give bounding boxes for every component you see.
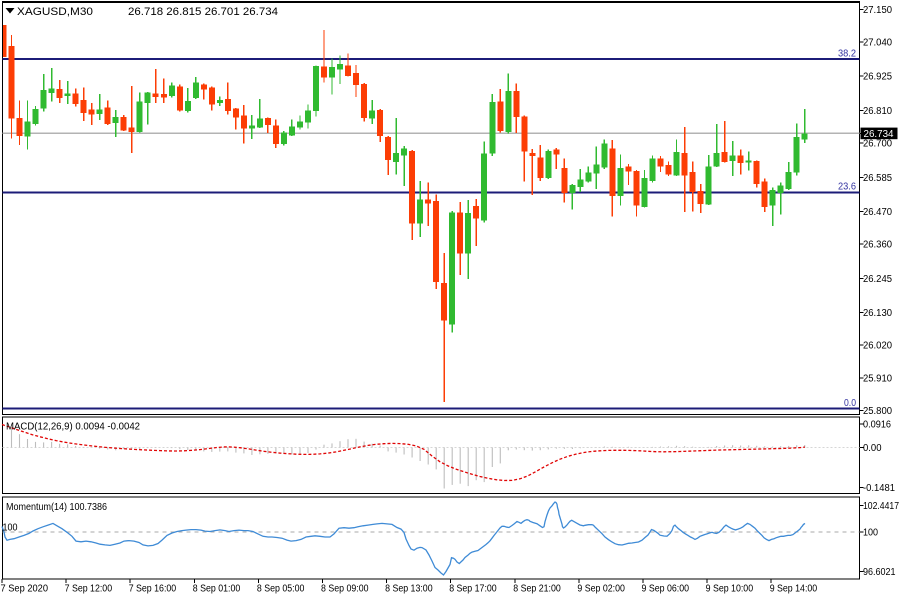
svg-text:100: 100	[863, 528, 878, 539]
svg-text:26.718 26.815 26.701 26.734: 26.718 26.815 26.701 26.734	[128, 6, 278, 18]
svg-text:8 Sep 13:00: 8 Sep 13:00	[385, 584, 433, 595]
svg-text:38.2: 38.2	[838, 49, 856, 60]
svg-text:7 Sep 12:00: 7 Sep 12:00	[65, 584, 113, 595]
svg-text:100: 100	[3, 523, 18, 534]
svg-text:96.6021: 96.6021	[863, 567, 896, 578]
svg-text:8 Sep 21:00: 8 Sep 21:00	[513, 584, 561, 595]
svg-text:26.470: 26.470	[863, 207, 892, 218]
svg-text:27.040: 27.040	[863, 38, 892, 49]
svg-text:8 Sep 01:00: 8 Sep 01:00	[193, 584, 241, 595]
svg-text:XAGUSD,M30: XAGUSD,M30	[17, 6, 93, 18]
svg-text:-0.1481: -0.1481	[863, 483, 895, 494]
svg-text:102.4417: 102.4417	[863, 501, 899, 512]
svg-text:8 Sep 05:00: 8 Sep 05:00	[257, 584, 305, 595]
svg-text:27.150: 27.150	[863, 5, 892, 16]
svg-text:7 Sep 16:00: 7 Sep 16:00	[129, 584, 177, 595]
svg-text:26.245: 26.245	[863, 274, 892, 285]
svg-text:26.130: 26.130	[863, 308, 892, 319]
svg-text:9 Sep 02:00: 9 Sep 02:00	[577, 584, 625, 595]
svg-text:25.800: 25.800	[863, 406, 892, 417]
svg-text:26.020: 26.020	[863, 341, 892, 352]
svg-text:9 Sep 06:00: 9 Sep 06:00	[642, 584, 690, 595]
svg-text:7 Sep 2020: 7 Sep 2020	[1, 584, 49, 595]
svg-text:26.360: 26.360	[863, 240, 892, 251]
svg-text:26.585: 26.585	[863, 173, 892, 184]
svg-text:26.925: 26.925	[863, 72, 892, 83]
svg-text:0.00: 0.00	[863, 443, 882, 454]
svg-text:9 Sep 10:00: 9 Sep 10:00	[706, 584, 754, 595]
svg-text:25.910: 25.910	[863, 373, 892, 384]
svg-text:26.700: 26.700	[863, 139, 892, 150]
svg-text:Momentum(14) 100.7386: Momentum(14) 100.7386	[6, 502, 107, 513]
svg-text:26.810: 26.810	[863, 106, 892, 117]
svg-text:8 Sep 17:00: 8 Sep 17:00	[449, 584, 497, 595]
svg-text:0.0916: 0.0916	[863, 420, 891, 431]
svg-text:MACD(12,26,9) 0.0094 -0.0042: MACD(12,26,9) 0.0094 -0.0042	[6, 422, 140, 433]
svg-text:0.0: 0.0	[844, 398, 856, 409]
svg-text:9 Sep 14:00: 9 Sep 14:00	[770, 584, 818, 595]
svg-text:8 Sep 09:00: 8 Sep 09:00	[321, 584, 369, 595]
svg-text:23.6: 23.6	[838, 182, 856, 193]
svg-text:26.734: 26.734	[864, 129, 894, 140]
